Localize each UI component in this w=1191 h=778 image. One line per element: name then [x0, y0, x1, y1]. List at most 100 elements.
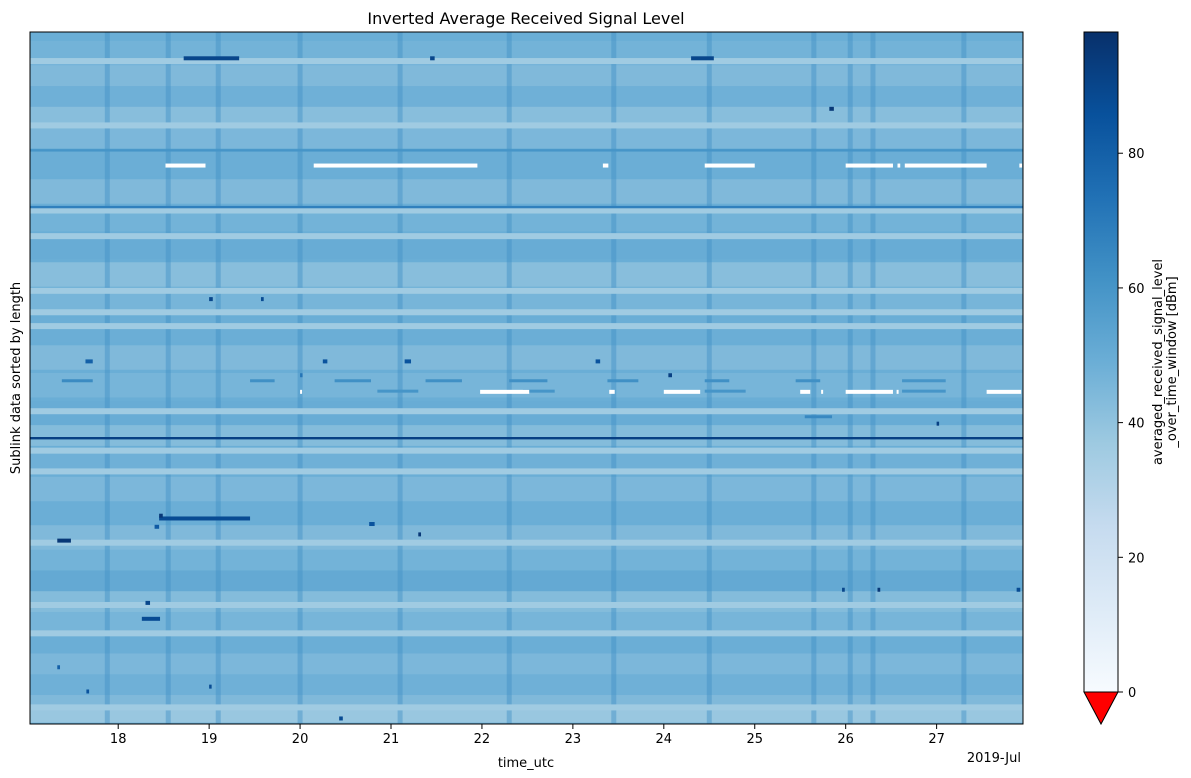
colorbar-extend-min [1083, 691, 1119, 726]
background-band [30, 545, 1023, 571]
high-value-segment [141, 616, 161, 621]
light-row [30, 233, 1023, 240]
high-value-segment [936, 421, 940, 426]
light-row [30, 58, 1023, 65]
high-value-segment [322, 359, 328, 364]
colorbar-gradient [1083, 31, 1119, 693]
x-tick-label: 22 [474, 732, 491, 747]
background-band [30, 566, 1023, 592]
vertical-stripe [870, 32, 876, 724]
medium-segment [704, 379, 730, 383]
x-tick-label: 27 [928, 732, 945, 747]
x-axis: 18 19 20 21 22 23 24 25 26 27 [110, 724, 945, 747]
high-value-segment [842, 587, 845, 592]
strong-row [30, 437, 1023, 440]
vertical-stripe [706, 32, 712, 724]
data-segments [57, 56, 1023, 721]
x-tick-label: 18 [110, 732, 127, 747]
chart-title: Inverted Average Received Signal Level [367, 9, 684, 28]
medium-segment [425, 379, 462, 383]
background-band [30, 649, 1023, 675]
vertical-stripes [104, 32, 967, 724]
high-value-segment [85, 359, 93, 364]
x-tick-label: 23 [565, 732, 582, 747]
missing-segment [800, 389, 811, 394]
missing-segment [845, 389, 893, 394]
high-value-segment [57, 665, 61, 670]
medium-segment [61, 379, 93, 383]
light-row [30, 704, 1023, 711]
missing-segment [300, 389, 303, 394]
colorbar-ticks: 0 20 40 60 80 [1118, 147, 1145, 701]
high-value-segment [57, 538, 71, 543]
strong-row [30, 205, 1023, 209]
x-tick-label: 19 [201, 732, 218, 747]
background-band [30, 61, 1023, 87]
background-band [30, 421, 1023, 446]
missing-segment [602, 163, 609, 168]
missing-segment [165, 163, 206, 168]
colorbar-tick-label: 60 [1128, 282, 1145, 297]
colorbar-tick-label: 80 [1128, 147, 1145, 162]
vertical-stripe [297, 32, 303, 724]
background-band [30, 608, 1023, 633]
x-axis-label: time_utc [498, 756, 554, 771]
light-row [30, 323, 1023, 330]
x-tick-label: 21 [383, 732, 400, 747]
medium-segment [902, 379, 946, 383]
missing-segment [845, 163, 893, 168]
high-value-segment [829, 106, 834, 111]
background-band [30, 317, 1023, 343]
missing-segment [986, 389, 1022, 394]
high-value-segment [159, 516, 251, 521]
high-value-segment [369, 522, 375, 527]
vertical-stripe [165, 32, 171, 724]
medium-segment [804, 415, 833, 419]
high-value-segment [183, 56, 240, 61]
background-band [30, 82, 1023, 107]
medium-segment [902, 389, 946, 393]
light-row [30, 207, 1023, 214]
missing-segment [663, 389, 701, 394]
background-band [30, 670, 1023, 696]
missing-segment [1019, 163, 1023, 168]
high-value-segment [418, 532, 422, 537]
high-value-segment [145, 600, 151, 605]
colorbar-tick-label: 40 [1128, 417, 1145, 432]
light-row [30, 447, 1023, 454]
background-band [30, 476, 1023, 502]
missing-segment [480, 389, 530, 394]
plot-frame [29, 31, 1024, 725]
high-value-segment [404, 359, 412, 364]
colorbar-label-line1: averaged_received_signal_level [1151, 259, 1166, 465]
high-value-segment [154, 524, 160, 529]
vertical-stripe [104, 32, 110, 724]
colorbar-tick-label: 20 [1128, 551, 1145, 566]
background-band [30, 179, 1023, 204]
missing-segment [313, 163, 478, 168]
light-row [30, 601, 1023, 608]
x-tick-label: 20 [292, 732, 309, 747]
colorbar-tick-label: 0 [1128, 686, 1136, 701]
x-tick-label: 25 [746, 732, 763, 747]
row-features [30, 58, 1023, 711]
strong-row [30, 149, 1023, 152]
x-tick-label: 24 [656, 732, 673, 747]
missing-segment [897, 163, 901, 168]
high-value-segment [1016, 587, 1021, 592]
high-value-segment [877, 587, 881, 592]
high-value-segment [430, 56, 435, 61]
vertical-stripe [506, 32, 512, 724]
light-row [30, 408, 1023, 415]
light-row [30, 468, 1023, 475]
vertical-stripe [811, 32, 817, 724]
vertical-stripe [961, 32, 967, 724]
vertical-stripe [847, 32, 853, 724]
medium-segment [795, 379, 821, 383]
vertical-stripe [611, 32, 617, 724]
medium-segment [377, 389, 419, 393]
colorbar-label-line2: _over_time_window [dBm] [1165, 276, 1180, 448]
missing-segment [904, 163, 987, 168]
missing-segment [704, 163, 755, 168]
high-value-segment [209, 297, 213, 302]
